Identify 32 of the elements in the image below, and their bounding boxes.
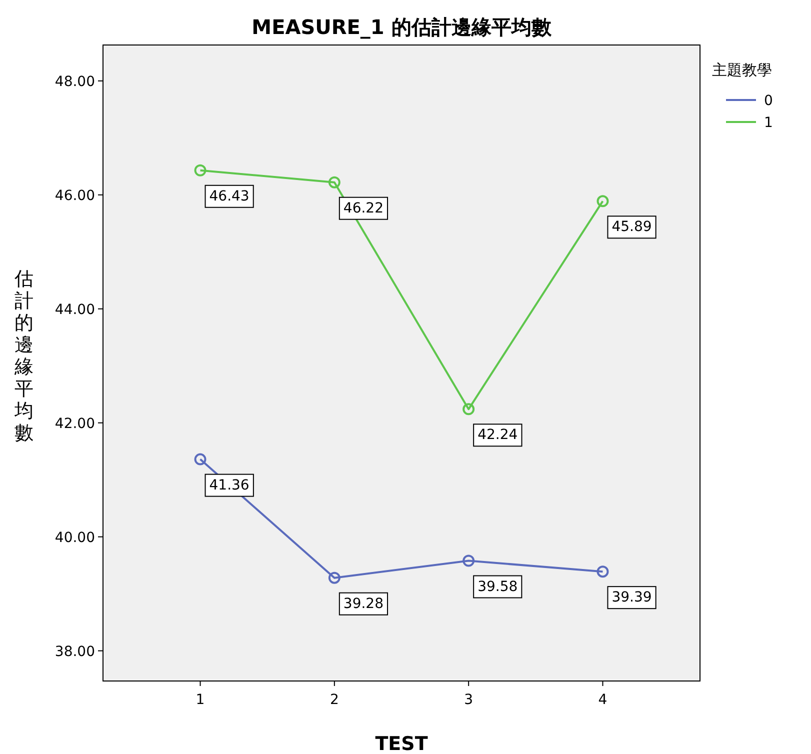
x-tick-label: 1 bbox=[196, 692, 205, 708]
chart-title: MEASURE_1 的估計邊緣平均數 bbox=[252, 15, 552, 39]
point bbox=[596, 566, 609, 578]
data-label: 46.22 bbox=[343, 200, 384, 216]
legend-label: 1 bbox=[764, 115, 773, 131]
y-tick-label: 42.00 bbox=[54, 416, 95, 432]
x-tick-label: 4 bbox=[598, 692, 608, 708]
legend-label: 0 bbox=[764, 93, 773, 109]
y-axis-title: 估計的邊緣平均數 bbox=[14, 268, 34, 444]
data-label: 39.58 bbox=[478, 578, 518, 595]
x-axis-title: TEST bbox=[375, 733, 428, 754]
point bbox=[194, 453, 206, 466]
data-label: 45.89 bbox=[612, 219, 652, 236]
legend-title: 主題教學 bbox=[712, 61, 772, 79]
point bbox=[462, 403, 475, 416]
point bbox=[194, 164, 206, 176]
point bbox=[328, 572, 340, 584]
data-label: 46.43 bbox=[209, 188, 250, 204]
y-tick-label: 48.00 bbox=[54, 74, 95, 90]
data-label: 39.39 bbox=[612, 590, 652, 606]
point bbox=[462, 554, 475, 567]
y-tick-label: 44.00 bbox=[54, 302, 95, 318]
point bbox=[596, 195, 609, 208]
data-label: 42.24 bbox=[478, 427, 518, 444]
y-tick-label: 46.00 bbox=[54, 188, 95, 204]
x-tick-label: 3 bbox=[464, 692, 474, 708]
y-tick-label: 38.00 bbox=[54, 644, 95, 660]
x-tick-label: 2 bbox=[330, 692, 339, 708]
data-label: 39.28 bbox=[343, 596, 384, 612]
point bbox=[328, 176, 340, 188]
data-label: 41.36 bbox=[209, 477, 250, 494]
y-tick-label: 40.00 bbox=[54, 530, 95, 546]
